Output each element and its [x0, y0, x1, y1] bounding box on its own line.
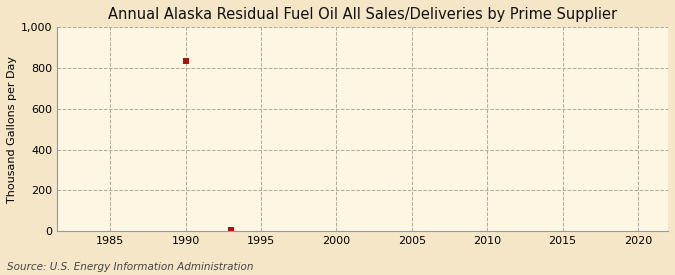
Y-axis label: Thousand Gallons per Day: Thousand Gallons per Day: [7, 56, 17, 203]
Text: Source: U.S. Energy Information Administration: Source: U.S. Energy Information Administ…: [7, 262, 253, 272]
Title: Annual Alaska Residual Fuel Oil All Sales/Deliveries by Prime Supplier: Annual Alaska Residual Fuel Oil All Sale…: [108, 7, 618, 22]
